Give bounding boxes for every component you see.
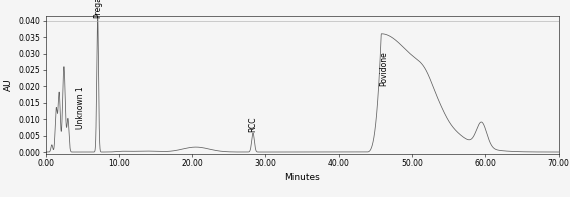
Text: Povidone: Povidone: [380, 52, 389, 86]
Y-axis label: AU: AU: [5, 78, 13, 91]
Text: RCC: RCC: [249, 117, 258, 132]
Text: Unknown 1: Unknown 1: [76, 86, 84, 129]
Text: Pregabalin: Pregabalin: [93, 0, 102, 18]
X-axis label: Minutes: Minutes: [284, 173, 320, 182]
